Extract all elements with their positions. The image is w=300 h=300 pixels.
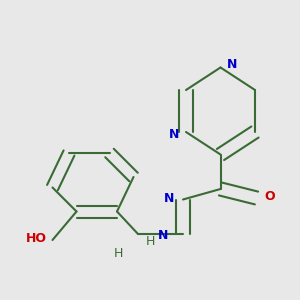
Text: HO: HO	[26, 232, 46, 245]
Text: N: N	[169, 128, 179, 142]
Text: H: H	[114, 247, 123, 260]
Text: N: N	[164, 191, 175, 205]
Text: N: N	[227, 58, 238, 71]
Text: O: O	[265, 190, 275, 203]
Text: H: H	[145, 235, 155, 248]
Text: N: N	[158, 229, 169, 242]
